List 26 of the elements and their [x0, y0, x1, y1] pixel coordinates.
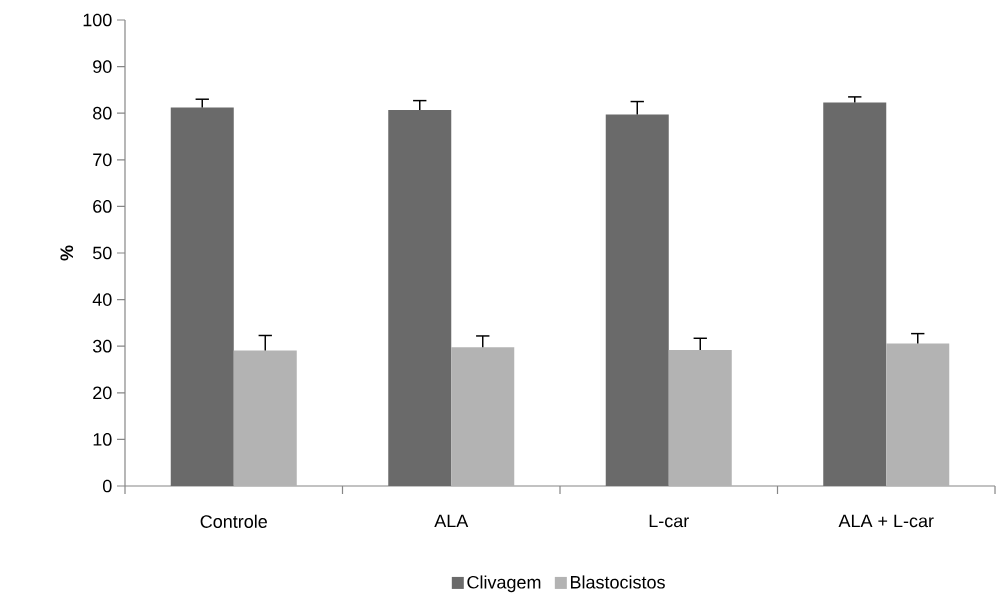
- y-tick-label: 60: [93, 200, 112, 213]
- y-tick-label: 30: [92, 339, 112, 353]
- bar: [605, 114, 669, 486]
- legend-label: Blastocistos: [570, 575, 665, 589]
- y-tick-label: 0: [102, 479, 112, 493]
- bar: [668, 349, 732, 486]
- y-tick-label: 80: [93, 106, 112, 120]
- bar: [823, 102, 887, 486]
- bar: [170, 107, 234, 486]
- x-tick-label: ALA + L-car: [838, 514, 934, 528]
- bar: [388, 109, 452, 486]
- y-tick-label: 20: [93, 386, 112, 400]
- y-tick-label: 40: [92, 293, 112, 306]
- bar: [233, 350, 297, 486]
- y-tick-label: 100: [83, 13, 112, 27]
- y-axis-title: %: [60, 245, 74, 261]
- legend-label: Clivagem: [467, 575, 541, 593]
- y-tick-label: 50: [92, 246, 112, 260]
- y-tick-label: 70: [93, 153, 112, 167]
- y-tick-label: 10: [93, 433, 112, 446]
- x-tick-label: L-car: [649, 514, 689, 528]
- y-tick-label: 90: [93, 60, 112, 73]
- bar: [886, 343, 950, 486]
- x-tick-label: ALA: [434, 514, 469, 528]
- bar: [451, 347, 515, 486]
- x-tick-label: Controle: [200, 514, 267, 528]
